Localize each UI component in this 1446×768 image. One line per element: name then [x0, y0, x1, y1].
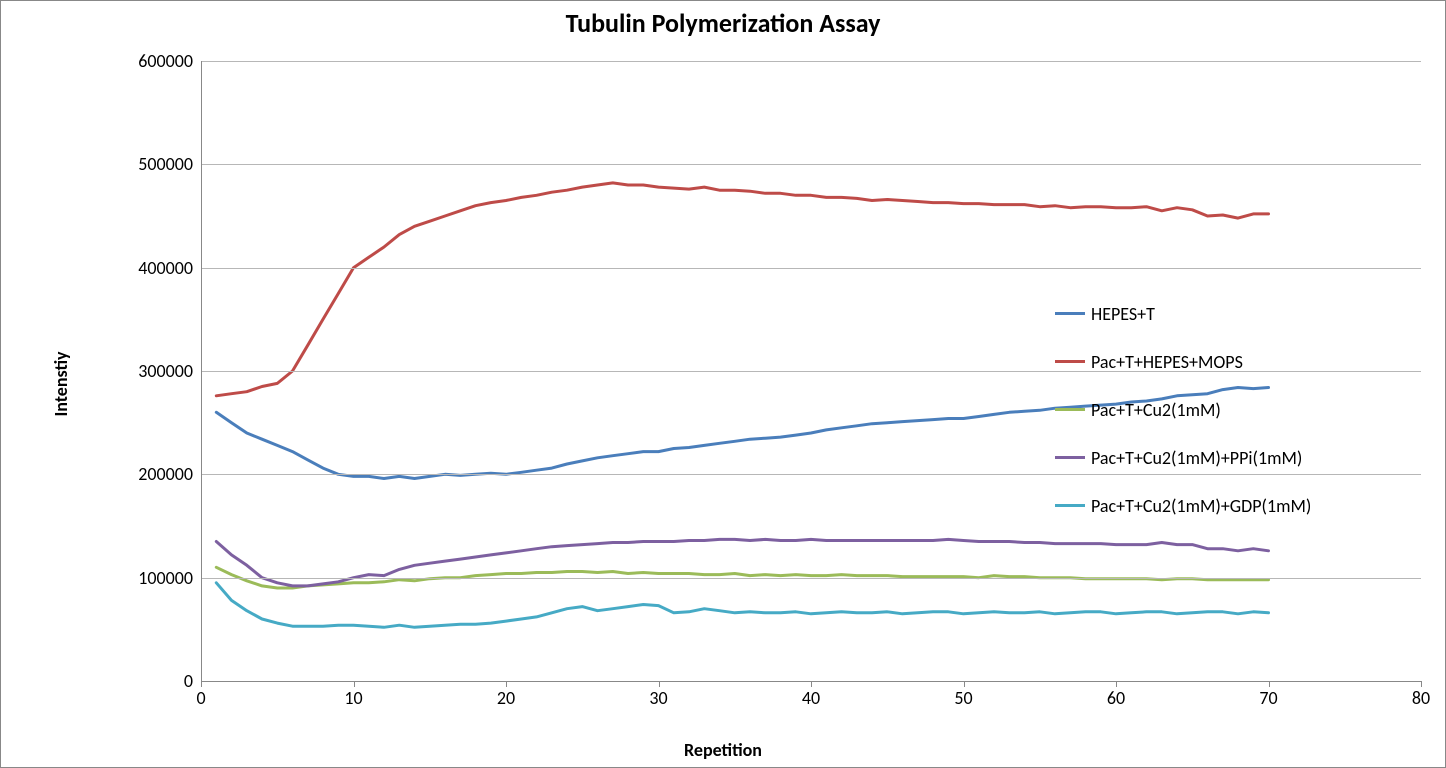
x-tick-label: 30 — [649, 681, 667, 709]
x-tick-label: 20 — [497, 681, 515, 709]
y-tick-label: 100000 — [138, 567, 201, 589]
series-line — [216, 583, 1268, 628]
y-tick-label: 400000 — [138, 257, 201, 279]
legend-item: Pac+T+HEPES+MOPS — [1055, 351, 1311, 373]
x-tick-label: 70 — [1259, 681, 1277, 709]
legend-label: HEPES+T — [1091, 303, 1155, 325]
legend-label: Pac+T+HEPES+MOPS — [1091, 351, 1243, 373]
legend-label: Pac+T+Cu2(1mM)+GDP(1mM) — [1091, 495, 1311, 517]
legend-swatch — [1055, 456, 1085, 459]
y-axis-label: Intenstiy — [50, 351, 72, 416]
legend-label: Pac+T+Cu2(1mM)+PPi(1mM) — [1091, 447, 1302, 469]
chart-container: Tubulin Polymerization Assay Intenstiy R… — [0, 0, 1446, 768]
grid-line — [201, 268, 1421, 269]
legend-swatch — [1055, 360, 1085, 363]
x-axis-label: Repetition — [1, 739, 1445, 761]
y-tick-label: 200000 — [138, 463, 201, 485]
legend-item: HEPES+T — [1055, 303, 1311, 325]
x-tick-label: 50 — [954, 681, 972, 709]
legend: HEPES+T Pac+T+HEPES+MOPS Pac+T+Cu2(1mM) Pac… — [1055, 303, 1311, 517]
legend-item: Pac+T+Cu2(1mM) — [1055, 399, 1311, 421]
y-tick-label: 500000 — [138, 153, 201, 175]
legend-label: Pac+T+Cu2(1mM) — [1091, 399, 1221, 421]
grid-line — [201, 578, 1421, 579]
x-tick-label: 40 — [802, 681, 820, 709]
legend-swatch — [1055, 312, 1085, 315]
y-axis — [201, 61, 202, 681]
legend-swatch — [1055, 504, 1085, 507]
y-tick-label: 300000 — [138, 360, 201, 382]
x-tick-label: 80 — [1412, 681, 1430, 709]
legend-swatch — [1055, 408, 1085, 411]
x-tick-label: 10 — [344, 681, 362, 709]
x-tick-label: 0 — [196, 681, 205, 709]
legend-item: Pac+T+Cu2(1mM)+PPi(1mM) — [1055, 447, 1311, 469]
chart-title: Tubulin Polymerization Assay — [1, 7, 1445, 39]
y-tick-label: 600000 — [138, 50, 201, 72]
legend-item: Pac+T+Cu2(1mM)+GDP(1mM) — [1055, 495, 1311, 517]
grid-line — [201, 61, 1421, 62]
grid-line — [201, 164, 1421, 165]
x-tick-label: 60 — [1107, 681, 1125, 709]
